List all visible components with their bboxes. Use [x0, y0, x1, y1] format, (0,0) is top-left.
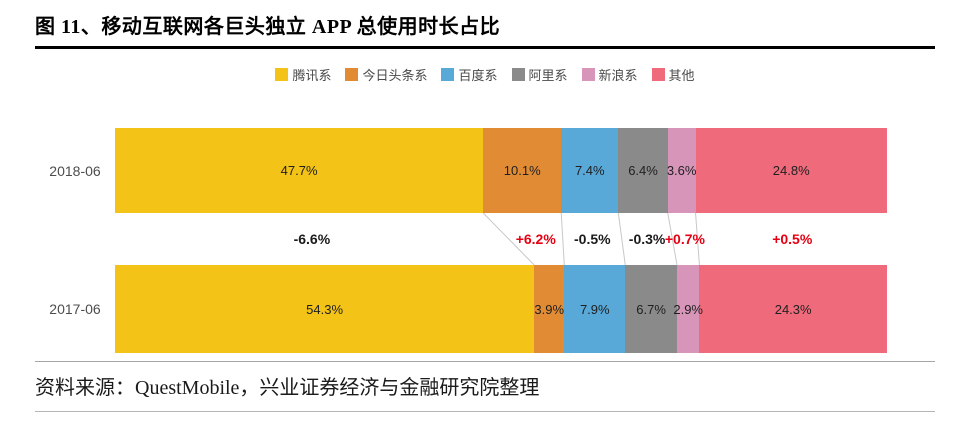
bar-segment-1: 47.7% — [115, 128, 484, 213]
change-row: -6.6% +6.2% -0.5% -0.3% +0.7% +0.5% — [35, 213, 935, 265]
bar-segment-6: 24.8% — [695, 128, 887, 213]
legend-label: 腾讯系 — [292, 68, 332, 83]
segment-value: 3.6% — [666, 163, 697, 178]
bar-segment-4: 6.7% — [625, 265, 677, 353]
segment-value: 10.1% — [503, 163, 541, 178]
legend-item: 今日头条系 — [345, 65, 427, 84]
change-value: -0.3% — [628, 231, 666, 247]
change-value: +0.5% — [772, 231, 813, 247]
bar-2017: 54.3% 3.9% 7.9% 6.7% 2.9% 24.3% — [115, 265, 887, 353]
legend-item: 其他 — [651, 65, 695, 84]
stacked-bar-chart: 2018-06 47.7% 10.1% 7.4% 6.4% 3.6% 24.8% -6.6… — [35, 128, 935, 353]
segment-value: 24.3% — [774, 301, 812, 317]
legend-item: 新浪系 — [581, 65, 638, 84]
bar-segment-1: 54.3% — [115, 265, 535, 353]
source-note: 资料来源：QuestMobile，兴业证券经济与金融研究院整理 — [35, 377, 540, 399]
segment-value: 7.9% — [579, 301, 610, 317]
legend-label: 其他 — [668, 68, 695, 83]
change-value: -0.5% — [573, 231, 611, 247]
legend-swatch — [511, 68, 525, 81]
legend-swatch — [441, 68, 455, 81]
segment-value: 7.4% — [574, 163, 605, 178]
segment-value: 47.7% — [280, 163, 318, 178]
chart-legend: 腾讯系 今日头条系 百度系 阿里系 新浪系 其他 — [35, 65, 935, 84]
bar-segment-3: 7.9% — [564, 265, 626, 353]
legend-label: 今日头条系 — [362, 68, 428, 83]
legend-label: 阿里系 — [528, 68, 568, 83]
legend-label: 百度系 — [458, 68, 498, 83]
legend-item: 百度系 — [441, 65, 498, 84]
legend-swatch — [651, 68, 665, 81]
figure-page: 图 11、移动互联网各巨头独立 APP 总使用时长占比 腾讯系 今日头条系 百度系 阿… — [35, 10, 935, 412]
bar-segment-4: 6.4% — [618, 128, 668, 213]
source-footer: 资料来源：QuestMobile，兴业证券经济与金融研究院整理 — [35, 361, 935, 412]
change-value: +6.2% — [515, 231, 556, 247]
legend-item: 阿里系 — [511, 65, 568, 84]
segment-value: 6.4% — [628, 163, 658, 178]
segment-value: 3.9% — [534, 301, 565, 317]
legend-swatch — [345, 68, 359, 81]
bar-segment-5: 2.9% — [673, 265, 703, 353]
bar-row-2017: 2017-06 54.3% 3.9% 7.9% 6.7% 2.9% 24.3% — [35, 265, 935, 353]
legend-label: 新浪系 — [598, 68, 638, 83]
change-value: +0.7% — [664, 231, 705, 247]
row-label-2017: 2017-06 — [49, 301, 101, 317]
change-band: -6.6% +6.2% -0.5% -0.3% +0.7% +0.5% — [115, 213, 887, 265]
bar-2018: 47.7% 10.1% 7.4% 6.4% 3.6% 24.8% — [115, 128, 887, 213]
segment-value: 24.8% — [772, 163, 810, 178]
bar-segment-3: 7.4% — [561, 128, 619, 213]
legend-swatch — [581, 68, 595, 81]
bar-segment-5: 3.6% — [666, 128, 697, 213]
change-value: -6.6% — [293, 231, 331, 247]
segment-value: 6.7% — [636, 301, 666, 317]
legend-item: 腾讯系 — [275, 65, 331, 84]
change-row-spacer — [35, 213, 115, 265]
segment-value: 2.9% — [673, 301, 703, 317]
bar-row-2018: 2018-06 47.7% 10.1% 7.4% 6.4% 3.6% 24.8% — [35, 128, 935, 213]
legend-swatch — [275, 68, 289, 81]
bar-segment-6: 24.3% — [699, 265, 887, 353]
figure-title: 图 11、移动互联网各巨头独立 APP 总使用时长占比 — [35, 10, 935, 49]
row-label-2018: 2018-06 — [49, 162, 101, 179]
bar-segment-2: 10.1% — [483, 128, 562, 213]
segment-value: 54.3% — [306, 301, 344, 317]
connector-lines — [115, 213, 887, 265]
bar-segment-2: 3.9% — [534, 265, 565, 353]
